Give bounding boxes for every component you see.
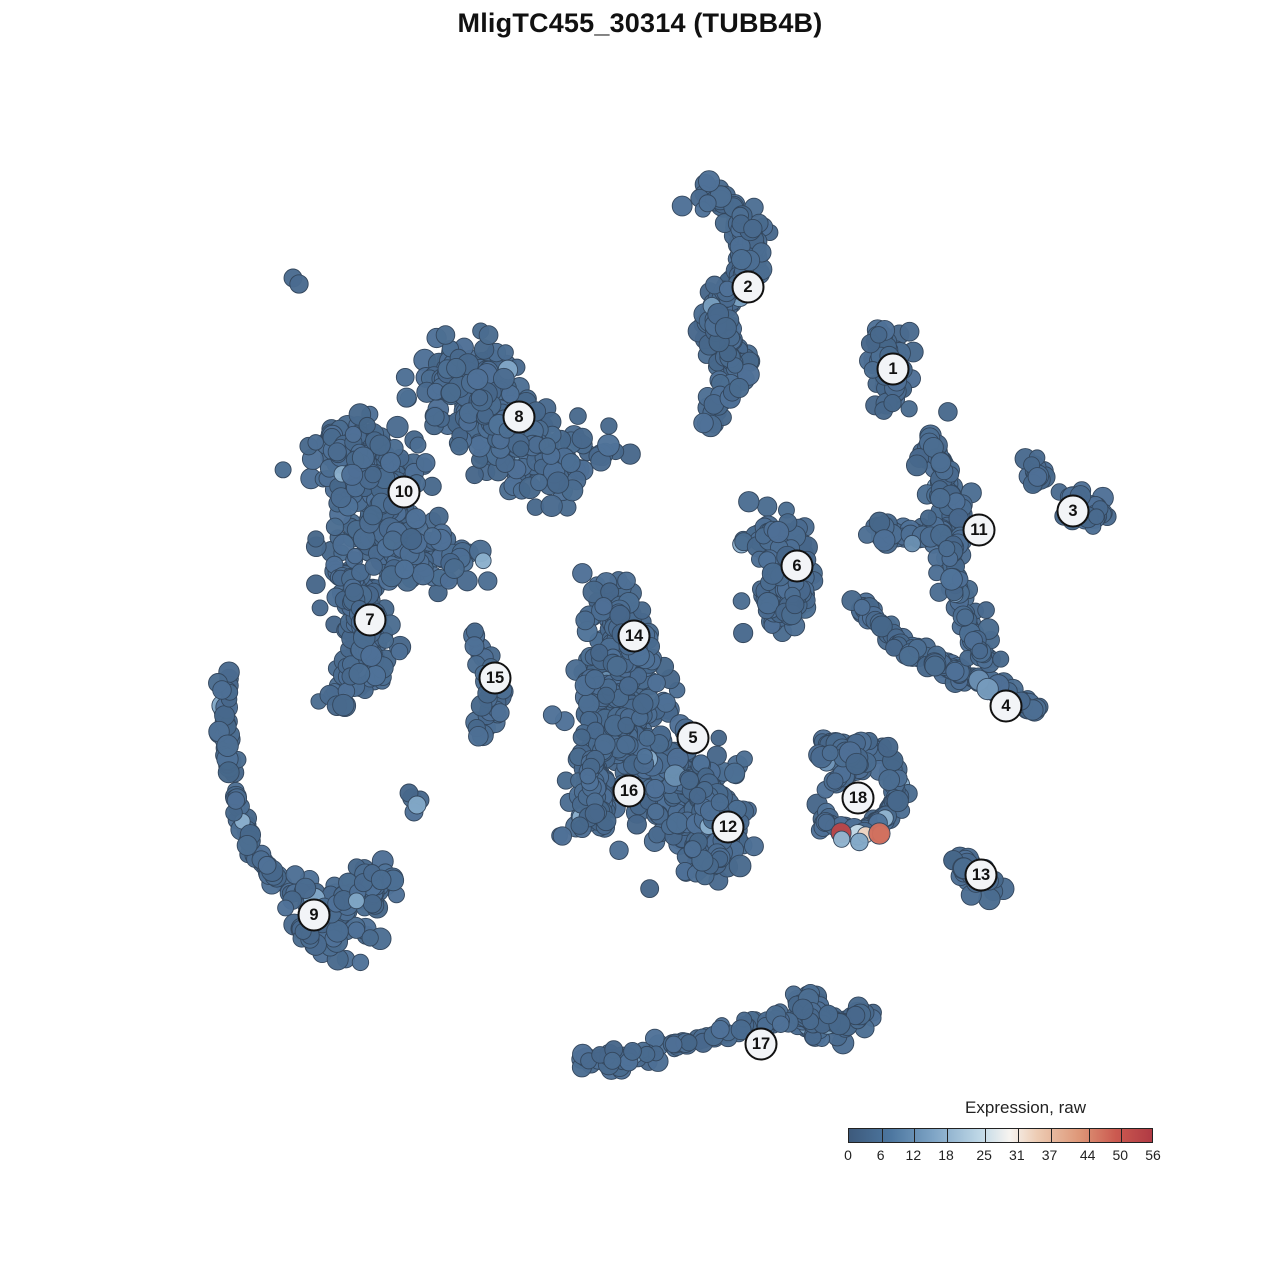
svg-text:9: 9 — [309, 906, 318, 924]
svg-text:10: 10 — [395, 483, 413, 501]
svg-text:2: 2 — [743, 278, 752, 296]
svg-text:3: 3 — [1068, 502, 1077, 520]
svg-text:7: 7 — [365, 611, 374, 629]
svg-text:17: 17 — [752, 1035, 770, 1053]
svg-text:8: 8 — [514, 408, 523, 426]
svg-text:12: 12 — [719, 818, 737, 836]
svg-text:13: 13 — [972, 866, 990, 884]
svg-text:11: 11 — [970, 521, 987, 539]
svg-text:1: 1 — [888, 360, 897, 378]
svg-text:6: 6 — [792, 557, 801, 575]
svg-text:4: 4 — [1001, 697, 1011, 715]
svg-text:18: 18 — [849, 789, 867, 807]
svg-text:16: 16 — [620, 782, 638, 800]
svg-text:5: 5 — [688, 729, 697, 747]
svg-text:15: 15 — [486, 669, 504, 687]
svg-text:14: 14 — [625, 627, 644, 645]
